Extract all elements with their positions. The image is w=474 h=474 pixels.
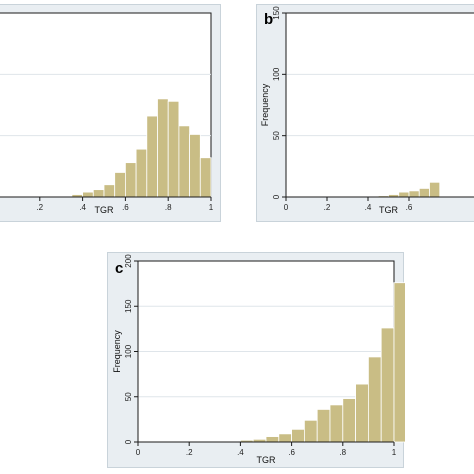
histogram-c-svg: 0 .2 .4 .6 .8 1 0 50 100 150 200 TGR Frequency c bbox=[112, 254, 405, 465]
chart-2-y-tick-label: 200 bbox=[124, 254, 133, 268]
chart-1-y-tick-label: 50 bbox=[272, 131, 281, 140]
chart-2-bar bbox=[355, 383, 369, 443]
chart-0-bar bbox=[146, 115, 158, 198]
chart-0-bar bbox=[167, 100, 180, 198]
chart-2-bar bbox=[380, 327, 395, 443]
chart-2-x-tick-label: 1 bbox=[392, 448, 397, 457]
chart-2-bar bbox=[291, 428, 305, 443]
chart-1-y-tick-label: 150 bbox=[272, 6, 281, 20]
histogram-a-svg: .2 .4 .6 .8 1 TGR bbox=[0, 12, 214, 215]
chart-0-bar bbox=[189, 134, 201, 198]
chart-2-y-tick-label: 150 bbox=[124, 299, 133, 313]
chart-1-y-axis-label: Frequency bbox=[260, 83, 270, 126]
chart-0-bar bbox=[103, 184, 116, 198]
histogram-b-svg: 0 .2 .4 .6 0 50 100 150 TGR Frequency b bbox=[260, 6, 474, 215]
chart-1-x-tick-label: .2 bbox=[324, 203, 331, 212]
histogram-panel-c: 0 .2 .4 .6 .8 1 0 50 100 150 200 TGR Frequency c bbox=[107, 252, 405, 468]
chart-2-x-axis-label: TGR bbox=[257, 455, 276, 465]
chart-1-plot-area bbox=[285, 12, 474, 198]
chart-2-bar bbox=[265, 436, 280, 443]
chart-1-bar bbox=[408, 190, 420, 198]
chart-1-y-tick-label: 0 bbox=[272, 194, 281, 199]
chart-1-panel-letter: b bbox=[264, 11, 273, 28]
chart-0-bar bbox=[157, 98, 169, 198]
chart-2-panel-letter: c bbox=[115, 260, 123, 277]
histogram-panel-a: .2 .4 .6 .8 1 TGR bbox=[0, 4, 221, 222]
chart-2-x-tick-label: 0 bbox=[136, 448, 141, 457]
chart-1-bar bbox=[429, 181, 441, 198]
chart-2-y-axis-label: Frequency bbox=[112, 330, 122, 373]
chart-1-y-tick-label: 100 bbox=[272, 67, 281, 81]
chart-2-y-tick-label: 0 bbox=[124, 439, 133, 444]
chart-1-x-axis-label: TGR bbox=[379, 205, 398, 215]
chart-0-x-axis-label: TGR bbox=[95, 205, 114, 215]
chart-2-x-tick-label: .6 bbox=[288, 448, 295, 457]
chart-2-y-tick-label: 50 bbox=[124, 392, 133, 401]
chart-0-bar bbox=[92, 189, 105, 198]
chart-2-bar bbox=[393, 282, 405, 443]
chart-2-bar bbox=[303, 419, 318, 443]
histogram-panel-b: 0 .2 .4 .6 0 50 100 150 TGR Frequency b bbox=[256, 4, 474, 222]
chart-2-bar bbox=[278, 433, 293, 443]
chart-0-x-tick-label: .4 bbox=[79, 203, 86, 212]
chart-0-x-tick-label: 1 bbox=[209, 203, 214, 212]
chart-2-x-tick-label: .2 bbox=[186, 448, 193, 457]
chart-0-x-tick-label: .2 bbox=[36, 203, 43, 212]
chart-1-bar bbox=[418, 188, 430, 198]
chart-1-x-tick-label: .6 bbox=[406, 203, 413, 212]
chart-0-bar bbox=[124, 162, 137, 198]
chart-0-bar bbox=[114, 172, 126, 198]
chart-0-bar bbox=[199, 157, 212, 198]
chart-2-x-tick-label: .4 bbox=[237, 448, 244, 457]
chart-2-x-tick-label: .8 bbox=[339, 448, 346, 457]
chart-2-bar bbox=[329, 404, 344, 443]
chart-0-bar bbox=[135, 148, 148, 198]
chart-0-x-tick-label: .8 bbox=[165, 203, 172, 212]
chart-0-bar bbox=[178, 125, 190, 198]
chart-2-bar bbox=[342, 398, 357, 443]
chart-0-x-tick-label: .6 bbox=[122, 203, 129, 212]
chart-1-x-tick-label: .4 bbox=[365, 203, 372, 212]
chart-0-bar bbox=[82, 191, 94, 198]
chart-2-bar bbox=[316, 409, 331, 443]
chart-1-x-tick-label: 0 bbox=[284, 203, 289, 212]
chart-2-y-tick-label: 100 bbox=[124, 344, 133, 358]
chart-1-bar bbox=[398, 191, 410, 198]
chart-2-bar bbox=[367, 356, 382, 443]
